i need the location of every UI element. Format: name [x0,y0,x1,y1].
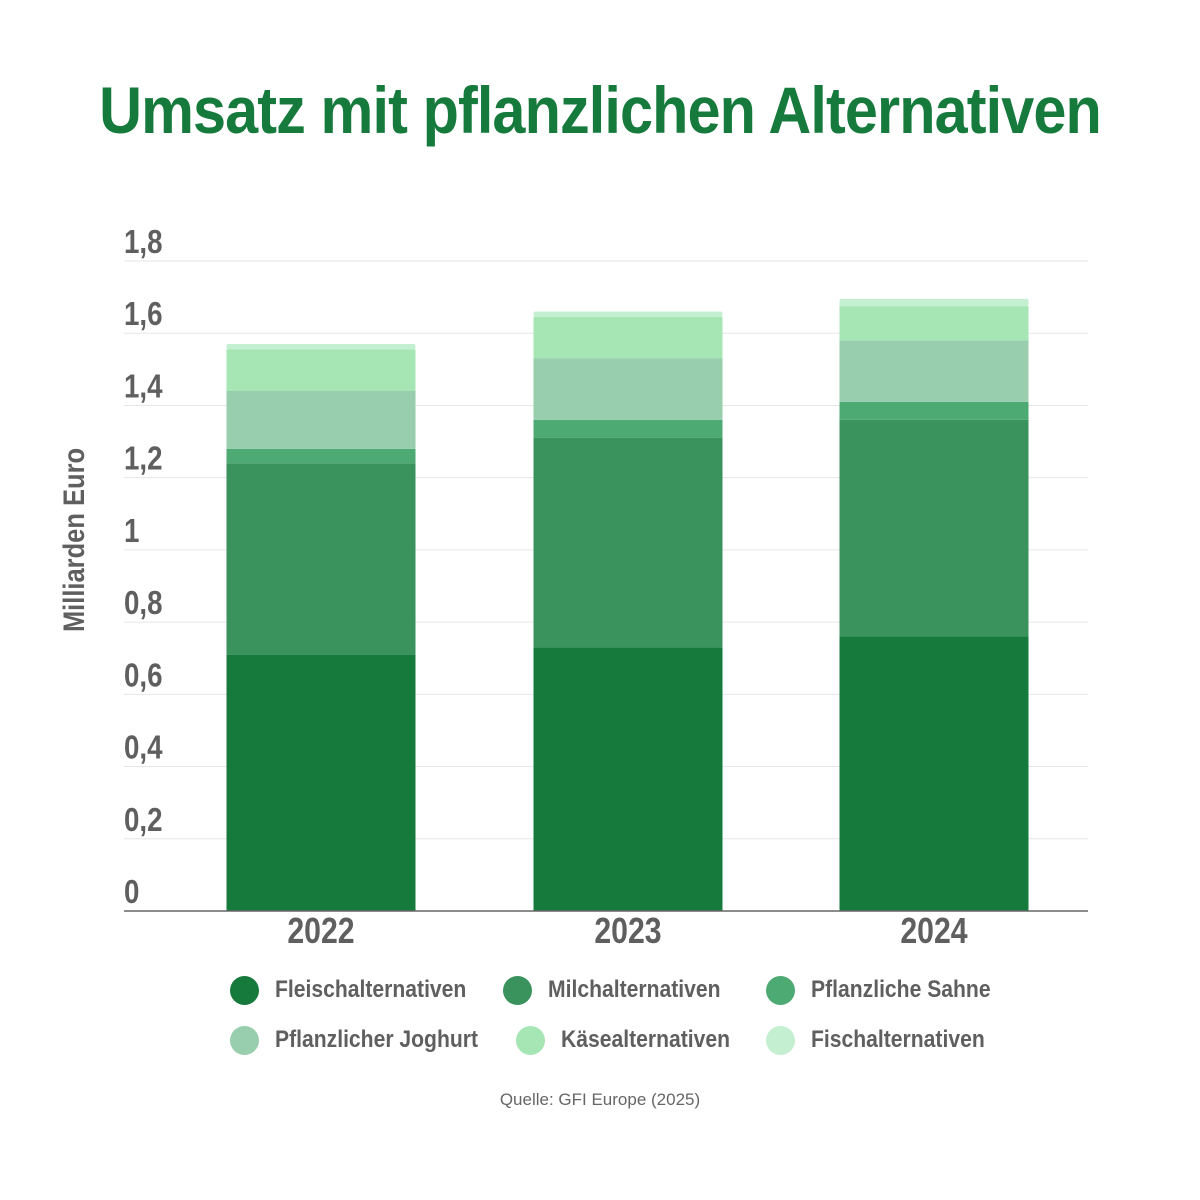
legend-label: Fleischalternativen [275,976,467,1003]
bar-segment-pflanzlicher-joghurt-2022 [226,391,416,449]
legend-item-kaesealternativen: Käsealternativen [516,1025,766,1055]
bar-segment-milchalternativen-2022 [226,463,416,655]
stacked-bar-chart: 00,20,40,60,811,21,41,61,8 2022 2023 2024 … [57,224,1088,952]
legend-item-pflanzlicher-joghurt: Pflanzlicher Joghurt [230,1025,516,1055]
y-axis-label: Milliarden Euro [57,448,90,632]
legend-row: Pflanzlicher Joghurt Käsealternativen Fi… [230,1015,1030,1065]
legend-swatch [516,1025,545,1055]
bar-segment-milchalternativen-2024 [839,419,1029,637]
legend-item-milchalternativen: Milchalternativen [503,975,766,1005]
legend-row: Fleischalternativen Milchalternativen Pf… [230,965,1030,1015]
y-tick-label: 1,8 [124,224,163,261]
x-category-label: 2024 [900,912,968,952]
legend: Fleischalternativen Milchalternativen Pf… [230,965,1030,1065]
bar-segment-pflanzliche-sahne-2022 [226,448,416,464]
chart-title: Umsatz mit pflanzlichen Alternativen [99,73,1102,147]
bar-segment-fleischalternativen-2024 [839,636,1029,911]
y-tick-label: 1,6 [124,296,163,333]
x-category-label: 2023 [594,912,661,952]
legend-swatch [230,975,259,1005]
bar-segment-fischalternativen-2024 [839,298,1029,307]
y-tick-label: 0,8 [124,585,163,622]
bar-segment-fischalternativen-2023 [533,311,723,317]
x-category-label: 2022 [287,912,354,952]
legend-label: Pflanzlicher Joghurt [275,1026,479,1053]
legend-item-fischalternativen: Fischalternativen [766,1025,1008,1055]
legend-label: Milchalternativen [548,976,721,1003]
y-tick-label: 1,2 [124,440,163,477]
bar-segment-käsealternativen-2024 [839,306,1029,341]
legend-label: Käsealternativen [561,1026,731,1053]
x-axis-categories: 2022 2023 2024 [287,912,968,952]
bar-stack-2024 [839,298,1029,911]
y-tick-label: 0,4 [124,729,163,766]
y-tick-label: 1 [124,513,139,550]
legend-swatch [766,975,795,1005]
bar-stack-2023 [533,311,723,911]
legend-item-fleischalternativen: Fleischalternativen [230,975,503,1005]
legend-label: Pflanzliche Sahne [811,976,991,1003]
bar-segment-pflanzlicher-joghurt-2023 [533,358,723,420]
legend-swatch [503,975,532,1005]
bar-segment-pflanzlicher-joghurt-2024 [839,340,1029,402]
bar-segment-käsealternativen-2023 [533,316,723,359]
bar-stack-2022 [226,344,416,911]
legend-swatch [766,1025,795,1055]
legend-swatch [230,1025,259,1055]
y-tick-label: 1,4 [124,368,163,405]
bar-segment-fleischalternativen-2023 [533,647,723,911]
bar-segment-käsealternativen-2022 [226,349,416,391]
source-note: Quelle: GFI Europe (2025) [499,1090,701,1109]
bar-segment-pflanzliche-sahne-2023 [533,419,723,438]
bar-segment-milchalternativen-2023 [533,437,723,648]
y-tick-label: 0 [124,874,139,911]
bar-segment-pflanzliche-sahne-2024 [839,401,1029,420]
y-axis-ticks: 0 0,2 0,4 0,6 0,8 1 1,2 1,4 1,6 1,8 [124,224,163,911]
y-tick-label: 0,2 [124,802,163,839]
legend-item-pflanzliche-sahne: Pflanzliche Sahne [766,975,1015,1005]
bars [226,298,1029,911]
y-tick-label: 0,6 [124,657,163,694]
bar-segment-fleischalternativen-2022 [226,654,416,911]
legend-label: Fischalternativen [811,1026,985,1053]
bar-segment-fischalternativen-2022 [226,344,416,350]
